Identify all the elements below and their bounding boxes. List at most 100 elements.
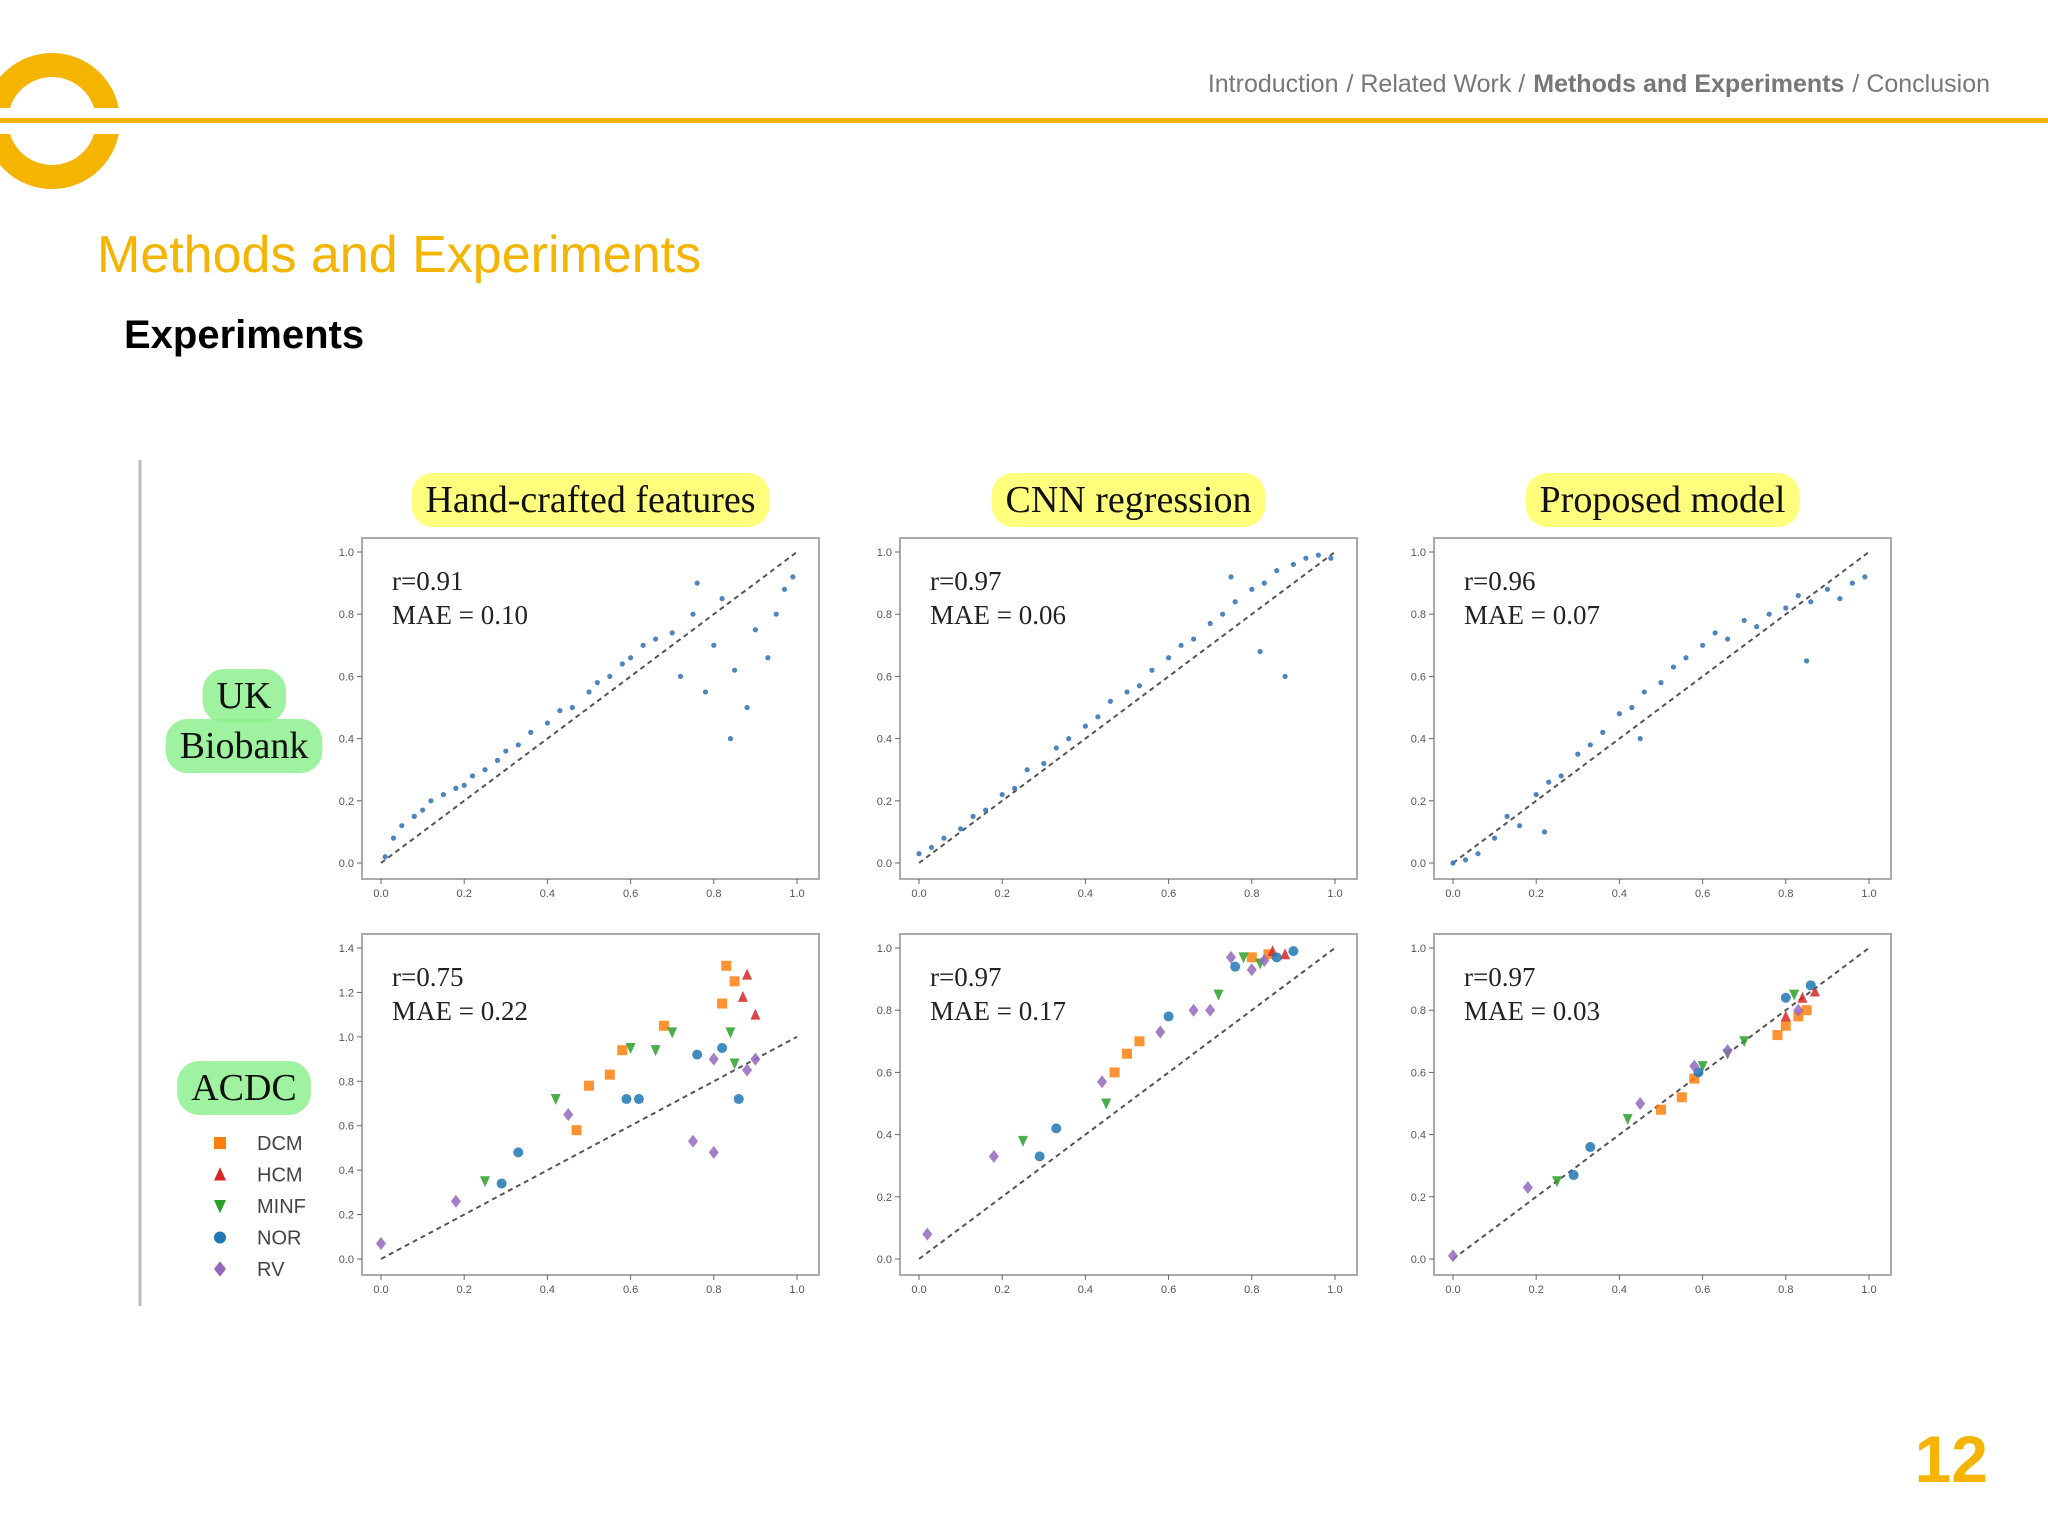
x-tick-label: 0.2 <box>1529 1284 1544 1296</box>
point <box>503 748 509 754</box>
point <box>1754 624 1760 630</box>
point <box>711 642 717 648</box>
point <box>717 998 728 1009</box>
y-tick-label: 0.6 <box>877 671 892 683</box>
x-tick-label: 1.0 <box>1327 1284 1342 1296</box>
point <box>1809 985 1820 997</box>
nav-item[interactable]: / Related Work / <box>1346 70 1526 98</box>
point <box>1552 1176 1562 1188</box>
point <box>1271 952 1282 963</box>
annotation: r=0.97 <box>930 962 1001 992</box>
x-tick-label: 0.2 <box>1529 888 1544 900</box>
point <box>1097 1075 1108 1089</box>
nav-item[interactable]: Methods and Experiments <box>1533 70 1845 98</box>
point <box>1724 636 1731 642</box>
y-tick-label: 0.2 <box>1411 1192 1426 1204</box>
point <box>1797 991 1808 1003</box>
point <box>1109 1067 1120 1078</box>
point <box>652 636 659 642</box>
point <box>692 1049 703 1060</box>
point <box>1637 736 1643 742</box>
identity-line <box>918 551 1336 864</box>
point <box>1122 1048 1132 1059</box>
annotation: r=0.96 <box>1464 566 1535 596</box>
point <box>1837 596 1843 602</box>
point <box>594 680 600 686</box>
point <box>440 791 446 798</box>
point <box>1783 605 1789 611</box>
x-tick-label: 0.0 <box>373 1284 388 1296</box>
point <box>708 1052 719 1066</box>
highlight <box>1525 473 1800 527</box>
plot-frame <box>361 933 820 1276</box>
point <box>1804 658 1810 664</box>
x-tick-label: 0.0 <box>1445 1284 1460 1296</box>
point <box>1475 851 1481 857</box>
point <box>1095 714 1101 720</box>
point <box>1232 599 1238 605</box>
point <box>717 1042 728 1053</box>
point <box>480 1176 490 1188</box>
annotation: MAE = 0.10 <box>392 600 528 630</box>
x-tick-label: 0.2 <box>995 888 1010 900</box>
point <box>1166 655 1172 661</box>
y-tick-label: 0.4 <box>339 734 354 746</box>
point <box>1658 680 1664 686</box>
x-tick-label: 0.8 <box>1778 1284 1793 1296</box>
point <box>1766 611 1772 617</box>
row-label: ACDC <box>191 1067 297 1109</box>
annotation: MAE = 0.03 <box>1464 996 1600 1026</box>
point <box>1585 1142 1596 1153</box>
point <box>1034 1151 1045 1162</box>
point <box>1226 950 1236 964</box>
y-tick-label: 0.8 <box>1411 609 1426 621</box>
point <box>752 627 759 633</box>
point <box>744 704 750 711</box>
point <box>1780 1010 1791 1022</box>
highlight <box>991 473 1266 527</box>
point <box>453 785 459 791</box>
point <box>1772 1030 1783 1041</box>
point <box>732 667 738 673</box>
point <box>781 586 788 592</box>
point <box>382 854 388 860</box>
nav-item[interactable]: Introduction <box>1207 70 1339 98</box>
identity-line <box>918 947 1336 1260</box>
point <box>1155 1025 1166 1039</box>
point <box>1124 689 1130 695</box>
x-tick-label: 0.2 <box>457 1284 472 1296</box>
point <box>1558 773 1564 779</box>
point <box>1178 642 1184 648</box>
point <box>1261 580 1267 586</box>
point <box>1238 952 1249 964</box>
point <box>916 851 922 857</box>
y-tick-label: 0.2 <box>1411 796 1426 808</box>
nav-item[interactable]: / Conclusion <box>1852 70 1990 98</box>
x-tick-label: 0.4 <box>540 1284 555 1296</box>
point <box>1689 1059 1700 1073</box>
point <box>450 1194 461 1208</box>
point <box>1205 1003 1216 1017</box>
x-tick-label: 0.6 <box>623 1284 638 1296</box>
point <box>999 791 1005 798</box>
y-tick-label: 0.0 <box>339 858 354 870</box>
y-tick-label: 1.0 <box>339 1032 354 1044</box>
point <box>737 990 748 1002</box>
legend-label: MINF <box>257 1196 306 1218</box>
point <box>528 729 534 735</box>
point <box>694 580 700 586</box>
point <box>1257 648 1263 655</box>
point <box>1683 655 1689 661</box>
x-tick-label: 0.0 <box>1445 888 1460 900</box>
point <box>1041 760 1047 767</box>
point <box>1303 555 1309 561</box>
y-tick-label: 0.6 <box>1411 1067 1426 1079</box>
x-tick-label: 0.4 <box>1078 1284 1093 1296</box>
point <box>584 1080 594 1091</box>
point <box>461 782 467 788</box>
point <box>1862 574 1868 580</box>
point <box>621 1094 632 1105</box>
point <box>571 1125 582 1136</box>
